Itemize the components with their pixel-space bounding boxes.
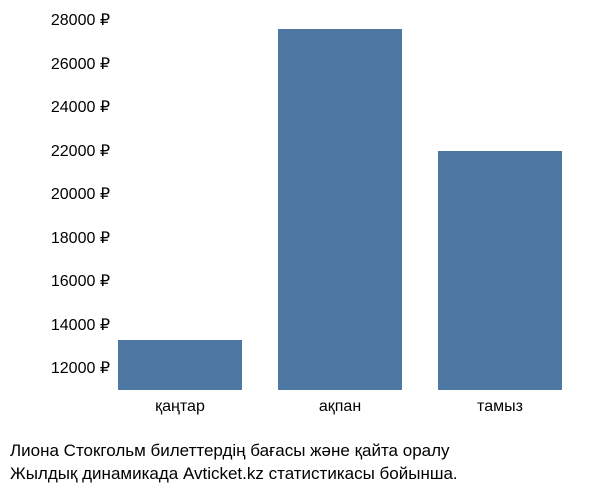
x-tick-label: қаңтар <box>155 398 205 416</box>
bar <box>438 151 563 390</box>
x-tick-label: тамыз <box>477 398 523 416</box>
y-tick-label: 24000 ₽ <box>10 97 110 117</box>
y-tick-label: 16000 ₽ <box>10 271 110 291</box>
bar <box>118 340 243 390</box>
caption-line-1: Лиона Стокгольм билеттердің бағасы және … <box>10 440 458 463</box>
caption-line-2: Жылдық динамикада Avticket.kz статистика… <box>10 463 458 486</box>
plot-area <box>100 20 580 390</box>
y-tick-label: 14000 ₽ <box>10 315 110 335</box>
price-chart: 12000 ₽ 14000 ₽ 16000 ₽ 18000 ₽ 20000 ₽ 22000… <box>0 0 600 500</box>
y-tick-label: 12000 ₽ <box>10 358 110 378</box>
y-tick-label: 20000 ₽ <box>10 184 110 204</box>
y-tick-label: 18000 ₽ <box>10 228 110 248</box>
chart-caption: Лиона Стокгольм билеттердің бағасы және … <box>10 440 458 486</box>
y-tick-label: 22000 ₽ <box>10 141 110 161</box>
x-tick-label: ақпан <box>319 398 361 416</box>
bar <box>278 29 403 390</box>
y-tick-label: 26000 ₽ <box>10 54 110 74</box>
y-tick-label: 28000 ₽ <box>10 10 110 30</box>
